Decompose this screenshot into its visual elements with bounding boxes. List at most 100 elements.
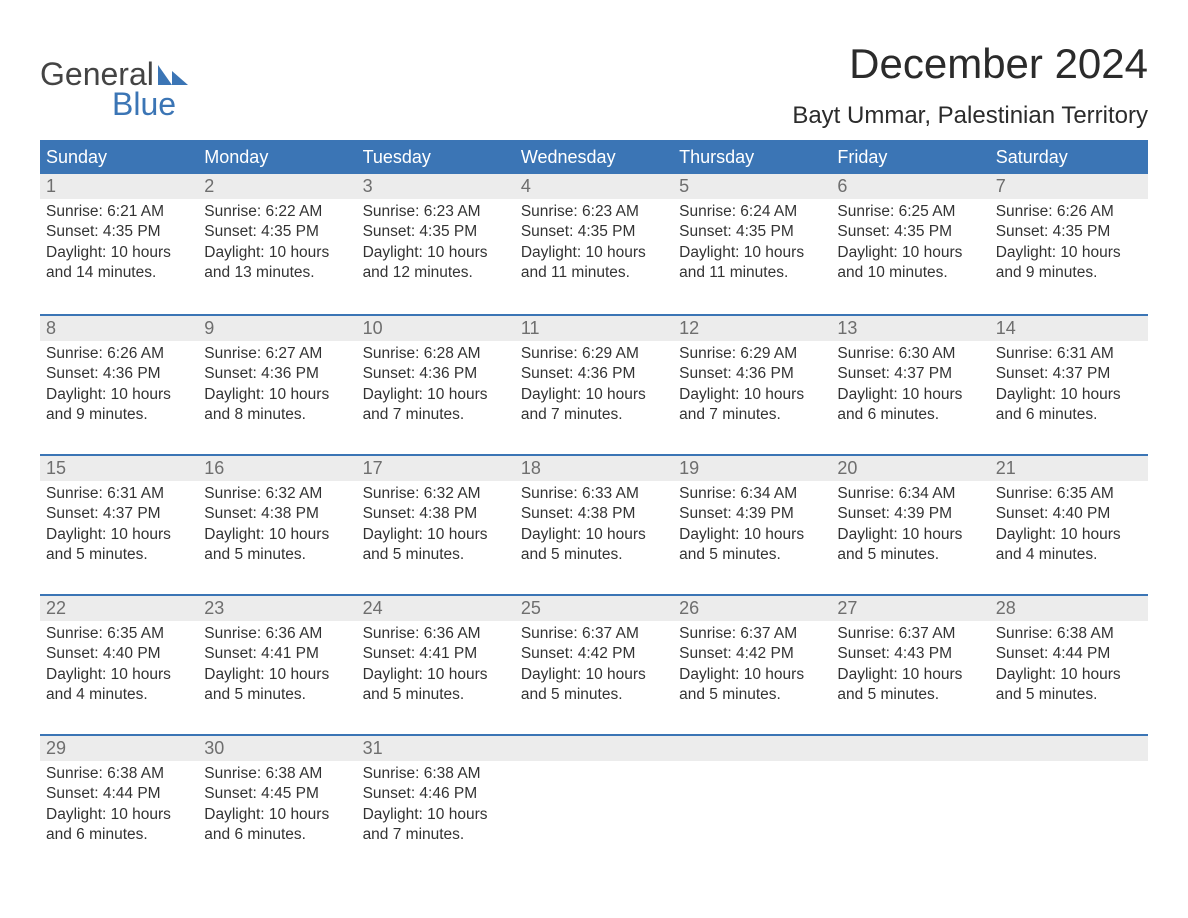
day-number-band: . — [990, 736, 1148, 761]
day-number-band: 14 — [990, 316, 1148, 341]
weekday-header: Tuesday — [357, 142, 515, 174]
daylight-line-2: and 5 minutes. — [679, 545, 825, 565]
day-number-band: 27 — [831, 596, 989, 621]
sunset-line: Sunset: 4:35 PM — [363, 222, 509, 242]
sunset-line: Sunset: 4:36 PM — [363, 364, 509, 384]
daylight-line-1: Daylight: 10 hours — [996, 665, 1142, 685]
calendar-day: 25Sunrise: 6:37 AMSunset: 4:42 PMDayligh… — [515, 596, 673, 734]
calendar-week: 22Sunrise: 6:35 AMSunset: 4:40 PMDayligh… — [40, 594, 1148, 734]
calendar-day: 6Sunrise: 6:25 AMSunset: 4:35 PMDaylight… — [831, 174, 989, 314]
day-number-band: . — [831, 736, 989, 761]
sunrise-line: Sunrise: 6:22 AM — [204, 202, 350, 222]
sunset-line: Sunset: 4:35 PM — [996, 222, 1142, 242]
daylight-line-2: and 11 minutes. — [521, 263, 667, 283]
sunset-line: Sunset: 4:42 PM — [521, 644, 667, 664]
daylight-line-1: Daylight: 10 hours — [363, 665, 509, 685]
sunset-line: Sunset: 4:35 PM — [521, 222, 667, 242]
sunrise-line: Sunrise: 6:32 AM — [204, 484, 350, 504]
day-number: 10 — [363, 318, 383, 338]
daylight-line-1: Daylight: 10 hours — [363, 805, 509, 825]
sunrise-line: Sunrise: 6:24 AM — [679, 202, 825, 222]
daylight-line-1: Daylight: 10 hours — [363, 525, 509, 545]
day-number-band: 5 — [673, 174, 831, 199]
day-number-band: 4 — [515, 174, 673, 199]
daylight-line-2: and 5 minutes. — [996, 685, 1142, 705]
sunset-line: Sunset: 4:40 PM — [996, 504, 1142, 524]
sunrise-line: Sunrise: 6:37 AM — [679, 624, 825, 644]
sunrise-line: Sunrise: 6:38 AM — [363, 764, 509, 784]
daylight-line-1: Daylight: 10 hours — [204, 665, 350, 685]
location-subtitle: Bayt Ummar, Palestinian Territory — [792, 102, 1148, 130]
daylight-line-2: and 13 minutes. — [204, 263, 350, 283]
day-number-band: 15 — [40, 456, 198, 481]
sunrise-line: Sunrise: 6:21 AM — [46, 202, 192, 222]
daylight-line-2: and 4 minutes. — [46, 685, 192, 705]
day-number: 22 — [46, 598, 66, 618]
weekday-header: Monday — [198, 142, 356, 174]
sunrise-line: Sunrise: 6:32 AM — [363, 484, 509, 504]
day-number: 21 — [996, 458, 1016, 478]
calendar-day: 14Sunrise: 6:31 AMSunset: 4:37 PMDayligh… — [990, 316, 1148, 454]
daylight-line-1: Daylight: 10 hours — [837, 665, 983, 685]
sunset-line: Sunset: 4:44 PM — [46, 784, 192, 804]
day-number: 27 — [837, 598, 857, 618]
logo-text-bottom: Blue — [40, 88, 188, 120]
day-number: 2 — [204, 176, 214, 196]
calendar-day: . — [990, 736, 1148, 874]
day-number-band: 19 — [673, 456, 831, 481]
calendar-day: 16Sunrise: 6:32 AMSunset: 4:38 PMDayligh… — [198, 456, 356, 594]
calendar-day: 20Sunrise: 6:34 AMSunset: 4:39 PMDayligh… — [831, 456, 989, 594]
sunset-line: Sunset: 4:35 PM — [679, 222, 825, 242]
daylight-line-1: Daylight: 10 hours — [204, 525, 350, 545]
daylight-line-2: and 5 minutes. — [837, 545, 983, 565]
day-number: 17 — [363, 458, 383, 478]
sunrise-line: Sunrise: 6:36 AM — [363, 624, 509, 644]
daylight-line-1: Daylight: 10 hours — [46, 525, 192, 545]
calendar-day: 15Sunrise: 6:31 AMSunset: 4:37 PMDayligh… — [40, 456, 198, 594]
daylight-line-1: Daylight: 10 hours — [996, 243, 1142, 263]
weekday-header: Thursday — [673, 142, 831, 174]
daylight-line-1: Daylight: 10 hours — [521, 385, 667, 405]
calendar-day: 3Sunrise: 6:23 AMSunset: 4:35 PMDaylight… — [357, 174, 515, 314]
calendar-day: 29Sunrise: 6:38 AMSunset: 4:44 PMDayligh… — [40, 736, 198, 874]
day-number-band: . — [673, 736, 831, 761]
calendar-day: 8Sunrise: 6:26 AMSunset: 4:36 PMDaylight… — [40, 316, 198, 454]
day-number-band: 1 — [40, 174, 198, 199]
sunrise-line: Sunrise: 6:38 AM — [996, 624, 1142, 644]
daylight-line-2: and 12 minutes. — [363, 263, 509, 283]
daylight-line-1: Daylight: 10 hours — [837, 243, 983, 263]
calendar-day: 30Sunrise: 6:38 AMSunset: 4:45 PMDayligh… — [198, 736, 356, 874]
daylight-line-1: Daylight: 10 hours — [363, 243, 509, 263]
day-number: 26 — [679, 598, 699, 618]
sunset-line: Sunset: 4:39 PM — [837, 504, 983, 524]
day-number: 23 — [204, 598, 224, 618]
daylight-line-2: and 5 minutes. — [46, 545, 192, 565]
day-number-band: 2 — [198, 174, 356, 199]
sunset-line: Sunset: 4:37 PM — [996, 364, 1142, 384]
month-title: December 2024 — [792, 40, 1148, 88]
calendar-week: 29Sunrise: 6:38 AMSunset: 4:44 PMDayligh… — [40, 734, 1148, 874]
day-number-band: 28 — [990, 596, 1148, 621]
day-number: 9 — [204, 318, 214, 338]
day-number: 20 — [837, 458, 857, 478]
sunset-line: Sunset: 4:35 PM — [837, 222, 983, 242]
day-number-band: 9 — [198, 316, 356, 341]
daylight-line-1: Daylight: 10 hours — [521, 525, 667, 545]
day-number: 7 — [996, 176, 1006, 196]
daylight-line-2: and 4 minutes. — [996, 545, 1142, 565]
sunset-line: Sunset: 4:37 PM — [46, 504, 192, 524]
sunset-line: Sunset: 4:46 PM — [363, 784, 509, 804]
sunrise-line: Sunrise: 6:34 AM — [679, 484, 825, 504]
daylight-line-1: Daylight: 10 hours — [521, 243, 667, 263]
daylight-line-2: and 5 minutes. — [521, 545, 667, 565]
day-number-band: 23 — [198, 596, 356, 621]
calendar-day: 28 Sunrise: 6:38 AMSunset: 4:44 PMDayligh… — [990, 596, 1148, 734]
day-number-band: 16 — [198, 456, 356, 481]
sunset-line: Sunset: 4:44 PM — [996, 644, 1142, 664]
weekday-header: Sunday — [40, 142, 198, 174]
sunrise-line: Sunrise: 6:23 AM — [363, 202, 509, 222]
sunset-line: Sunset: 4:42 PM — [679, 644, 825, 664]
sunrise-line: Sunrise: 6:26 AM — [46, 344, 192, 364]
weekday-header: Wednesday — [515, 142, 673, 174]
day-number-band: 10 — [357, 316, 515, 341]
